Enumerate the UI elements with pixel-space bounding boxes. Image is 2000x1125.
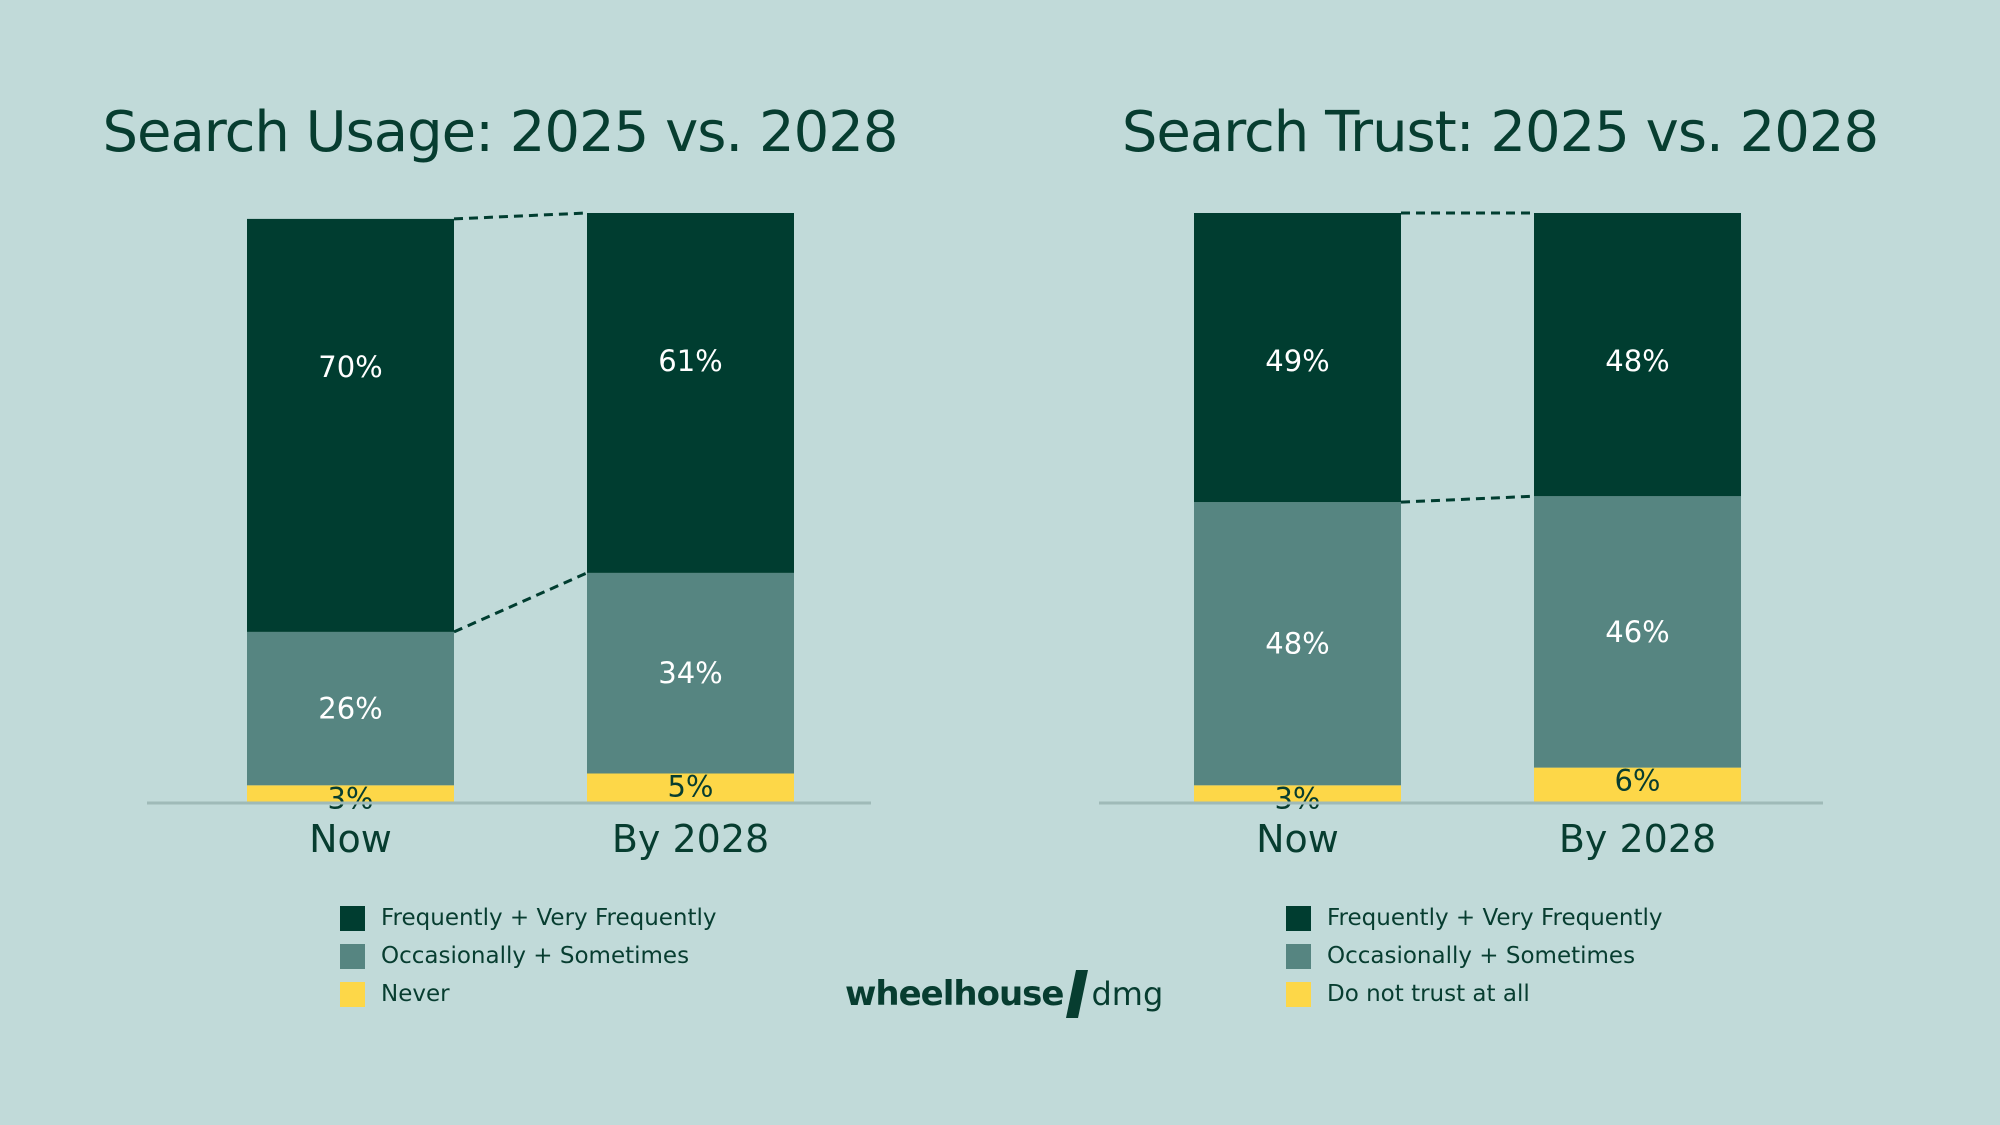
bar-segment	[587, 773, 794, 803]
data-label: 3%	[1274, 781, 1320, 815]
bar-segment	[247, 218, 454, 632]
wheelhouse-dmg-logo: wheelhouse dmg	[845, 970, 1163, 1018]
legend-item-occasional: Occasionally + Sometimes	[1286, 943, 1663, 969]
usage-legend: Frequently + Very Frequently Occasionall…	[340, 905, 717, 1019]
bar-segment	[247, 631, 454, 786]
bar-segment	[1194, 502, 1401, 786]
trust-chart: 3% 48% 49% 6% 46% 48% Now By 2028	[1099, 211, 1823, 861]
legend-swatch-frequent	[340, 905, 365, 931]
usage-panel: Search Usage: 2025 vs. 2028 3% 26% 70% 5% 34…	[102, 100, 898, 1019]
bar-segment	[1194, 213, 1401, 503]
bar-segment	[587, 213, 794, 573]
slash-icon	[1066, 970, 1089, 1018]
legend-label-occasional: Occasionally + Sometimes	[381, 943, 690, 969]
bar-segment	[1194, 785, 1401, 803]
usage-chart: 3% 26% 70% 5% 34% 61% Now By 2028	[147, 211, 871, 861]
data-label: 48%	[1605, 344, 1669, 378]
x-tick-label: Now	[1256, 817, 1339, 861]
x-tick-label: By 2028	[612, 817, 769, 861]
legend-swatch-occasional	[1286, 943, 1311, 969]
data-label: 48%	[1265, 627, 1329, 661]
legend-swatch-never	[340, 981, 365, 1007]
connector-line	[453, 211, 588, 221]
connector-line	[453, 571, 588, 634]
x-tick-label: Now	[309, 817, 392, 861]
data-label: 3%	[327, 781, 373, 815]
legend-swatch-frequent	[1286, 905, 1311, 931]
legend-item-occasional: Occasionally + Sometimes	[340, 943, 717, 969]
bar-segment	[247, 785, 454, 803]
data-label: 6%	[1614, 764, 1660, 798]
legend-swatch-occasional	[340, 943, 365, 969]
legend-item-never: Never	[340, 981, 717, 1007]
data-label: 49%	[1265, 344, 1329, 378]
legend-item-distrust: Do not trust at all	[1286, 981, 1663, 1007]
legend-item-frequent: Frequently + Very Frequently	[1286, 905, 1663, 931]
bar-segment	[587, 572, 794, 774]
legend-item-frequent: Frequently + Very Frequently	[340, 905, 717, 931]
logo-brand: wheelhouse	[845, 974, 1064, 1014]
data-label: 46%	[1605, 615, 1669, 649]
data-label: 61%	[658, 344, 722, 378]
bar-segment	[1534, 213, 1741, 497]
bar-segment	[1534, 767, 1741, 803]
legend-label-frequent: Frequently + Very Frequently	[381, 905, 717, 931]
x-tick-label: By 2028	[1559, 817, 1716, 861]
trust-legend: Frequently + Very Frequently Occasionall…	[1286, 905, 1663, 1019]
data-label: 70%	[318, 350, 382, 384]
connector-line	[1400, 494, 1535, 504]
usage-chart-title: Search Usage: 2025 vs. 2028	[102, 100, 898, 165]
trust-panel: Search Trust: 2025 vs. 2028 3% 48% 49% 6% 46…	[1000, 0, 2000, 1125]
legend-label-never: Never	[381, 981, 450, 1007]
trust-chart-title: Search Trust: 2025 vs. 2028	[1121, 100, 1879, 165]
bar-segment	[1534, 496, 1741, 768]
legend-label-distrust: Do not trust at all	[1327, 981, 1530, 1007]
legend-label-occasional: Occasionally + Sometimes	[1327, 943, 1636, 969]
logo-sub: dmg	[1091, 975, 1164, 1013]
data-label: 5%	[667, 770, 713, 804]
legend-label-frequent: Frequently + Very Frequently	[1327, 905, 1663, 931]
legend-swatch-distrust	[1286, 981, 1311, 1007]
data-label: 26%	[318, 692, 382, 726]
data-label: 34%	[658, 656, 722, 690]
